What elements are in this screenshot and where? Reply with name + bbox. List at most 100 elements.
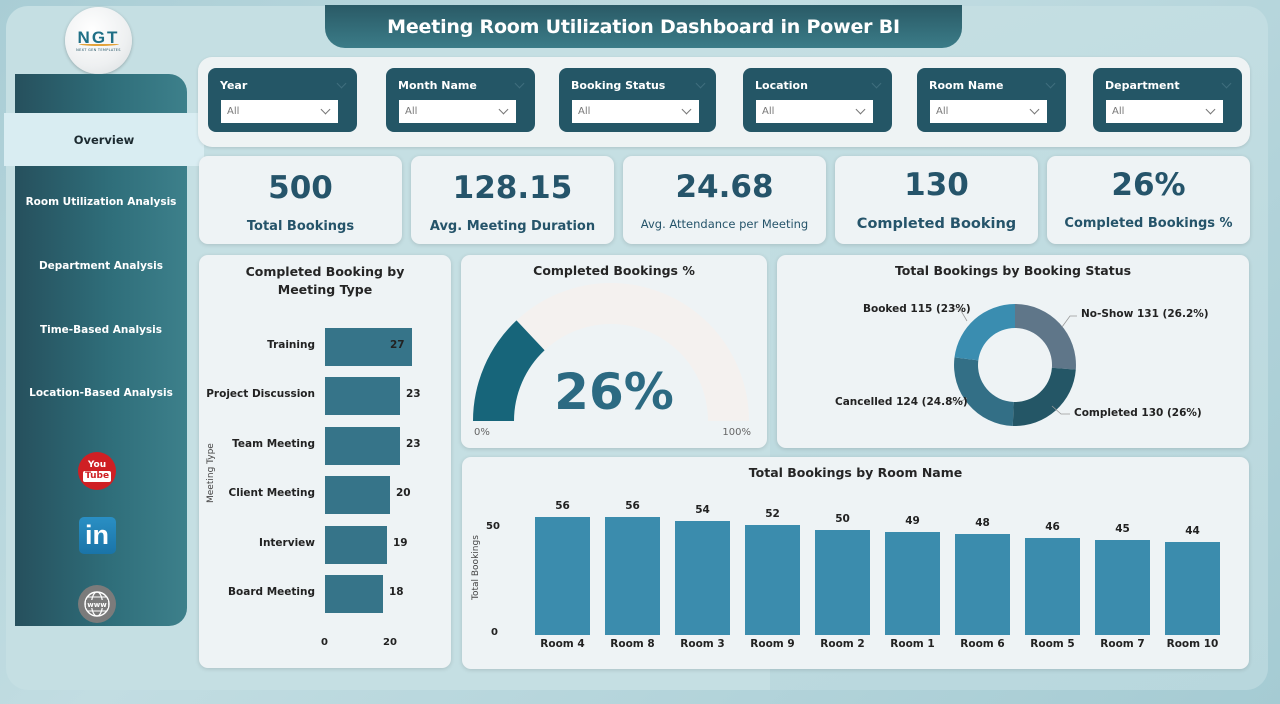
month-name-dropdown[interactable]: All (399, 100, 516, 123)
bar[interactable] (955, 534, 1010, 635)
sidebar-item-department[interactable]: Department Analysis (15, 260, 187, 272)
sidebar-item-room-utilization[interactable]: Room Utilization Analysis (15, 196, 187, 208)
sidebar-item-time-based[interactable]: Time-Based Analysis (15, 324, 187, 336)
kpi-label: Avg. Meeting Duration (429, 219, 596, 234)
bar[interactable] (605, 517, 660, 635)
www-globe-icon: www (78, 585, 116, 623)
bar-category: Training (267, 339, 315, 351)
bar-row[interactable]: Team Meeting 23 (199, 427, 451, 465)
bar-value: 44 (1185, 525, 1200, 537)
chevron-down-icon (1029, 104, 1040, 115)
collapse-chevron-icon[interactable] (871, 78, 882, 89)
chart-title: Total Bookings by Room Name (748, 465, 963, 480)
x-axis-tick: 20 (383, 637, 397, 648)
kpi-label: Avg. Attendance per Meeting (640, 217, 809, 231)
bar-row[interactable]: Interview 19 (199, 526, 451, 564)
bar[interactable] (325, 476, 390, 514)
bar[interactable] (1025, 538, 1080, 635)
bar-category: Room 2 (820, 638, 865, 650)
chart-title: Total Bookings by Booking Status (894, 263, 1132, 278)
booking-status-dropdown[interactable]: All (572, 100, 699, 123)
collapse-chevron-icon[interactable] (1221, 78, 1232, 89)
kpi-value: 500 (268, 170, 333, 206)
donut-chart (949, 304, 1077, 427)
filter-label: Year (220, 79, 248, 92)
kpi-total-bookings: 500 Total Bookings (199, 156, 402, 244)
gauge-value: 26% (554, 363, 674, 421)
filter-panel: Year All Month Name All Booking Status A… (198, 57, 1250, 147)
donut-label-completed: Completed 130 (26%) (1074, 407, 1202, 419)
bar-row[interactable]: Training 27 (199, 328, 451, 366)
bar-category: Room 4 (540, 638, 585, 650)
filter-room-name: Room Name All (917, 68, 1066, 132)
filter-label: Month Name (398, 79, 477, 92)
chart-completed-gauge: Completed Bookings % 26% 0% 100% (461, 255, 767, 448)
kpi-avg-meeting-duration: 128.15 Avg. Meeting Duration (411, 156, 614, 244)
donut-segment-noshow (1015, 304, 1076, 370)
bar-row[interactable]: Project Discussion 23 (199, 377, 451, 415)
kpi-label: Total Bookings (246, 219, 355, 234)
website-link[interactable]: www (77, 584, 117, 624)
bar[interactable] (815, 530, 870, 635)
bar[interactable] (885, 532, 940, 635)
page-title: Meeting Room Utilization Dashboard in Po… (325, 5, 962, 48)
sidebar-item-location-based[interactable]: Location-Based Analysis (15, 387, 187, 399)
bar-category: Room 10 (1166, 638, 1219, 650)
bar[interactable] (1165, 542, 1220, 635)
year-dropdown[interactable]: All (221, 100, 338, 123)
linkedin-icon: in (78, 516, 116, 554)
bar-row[interactable]: Client Meeting 20 (199, 476, 451, 514)
logo-swoosh (78, 42, 119, 46)
bar[interactable] (675, 521, 730, 635)
bar-category: Client Meeting (228, 487, 315, 499)
bar-value: 56 (625, 500, 640, 512)
dropdown-value: All (578, 106, 591, 117)
ngt-logo: NGT NEXT GEN TEMPLATES (65, 7, 132, 74)
bar[interactable] (325, 377, 400, 415)
location-dropdown[interactable]: All (756, 100, 873, 123)
collapse-chevron-icon[interactable] (514, 78, 525, 89)
kpi-value: 26% (1111, 167, 1186, 203)
bar[interactable] (325, 427, 400, 465)
dropdown-value: All (227, 106, 240, 117)
donut-segment-booked (954, 304, 1015, 361)
bar-value: 23 (406, 438, 421, 450)
bar-value: 19 (393, 537, 408, 549)
bar-category: Room 8 (610, 638, 655, 650)
sidebar-item-label: Location-Based Analysis (29, 387, 173, 399)
bar[interactable] (325, 526, 387, 564)
youtube-link[interactable]: You Tube (77, 451, 117, 491)
bar-value: 50 (835, 513, 850, 525)
room-name-dropdown[interactable]: All (930, 100, 1047, 123)
bar[interactable] (745, 525, 800, 635)
sidebar-item-overview[interactable]: Overview (4, 113, 204, 166)
bar-row[interactable]: Board Meeting 18 (199, 575, 451, 613)
filter-label: Room Name (929, 79, 1004, 92)
chart-meeting-type: Completed Booking by Meeting Type Meetin… (199, 255, 451, 668)
collapse-chevron-icon[interactable] (695, 78, 706, 89)
bar-category: Room 9 (750, 638, 795, 650)
sidebar-item-label: Room Utilization Analysis (25, 196, 177, 208)
kpi-label: Completed Booking (856, 216, 1017, 232)
y-axis-tick: 50 (486, 521, 500, 532)
sidebar-item-label: Overview (73, 132, 135, 147)
chart-room-bookings: Total Bookings by Room Name Total Bookin… (462, 457, 1249, 669)
department-dropdown[interactable]: All (1106, 100, 1223, 123)
collapse-chevron-icon[interactable] (1045, 78, 1056, 89)
bar-value: 48 (975, 517, 990, 529)
bar-value: 45 (1115, 523, 1130, 535)
chevron-down-icon (681, 104, 692, 115)
bar-value: 52 (765, 508, 780, 520)
y-axis-title: Total Bookings (471, 535, 481, 600)
collapse-chevron-icon[interactable] (336, 78, 347, 89)
filter-month-name: Month Name All (386, 68, 535, 132)
bar[interactable] (325, 575, 383, 613)
sidebar-item-label: Department Analysis (38, 260, 164, 272)
bar[interactable] (325, 328, 412, 366)
bar-category: Room 6 (960, 638, 1005, 650)
bar[interactable] (1095, 540, 1150, 635)
bar-value: 46 (1045, 521, 1060, 533)
linkedin-link[interactable]: in (77, 515, 117, 555)
kpi-value: 130 (904, 167, 969, 203)
bar[interactable] (535, 517, 590, 635)
